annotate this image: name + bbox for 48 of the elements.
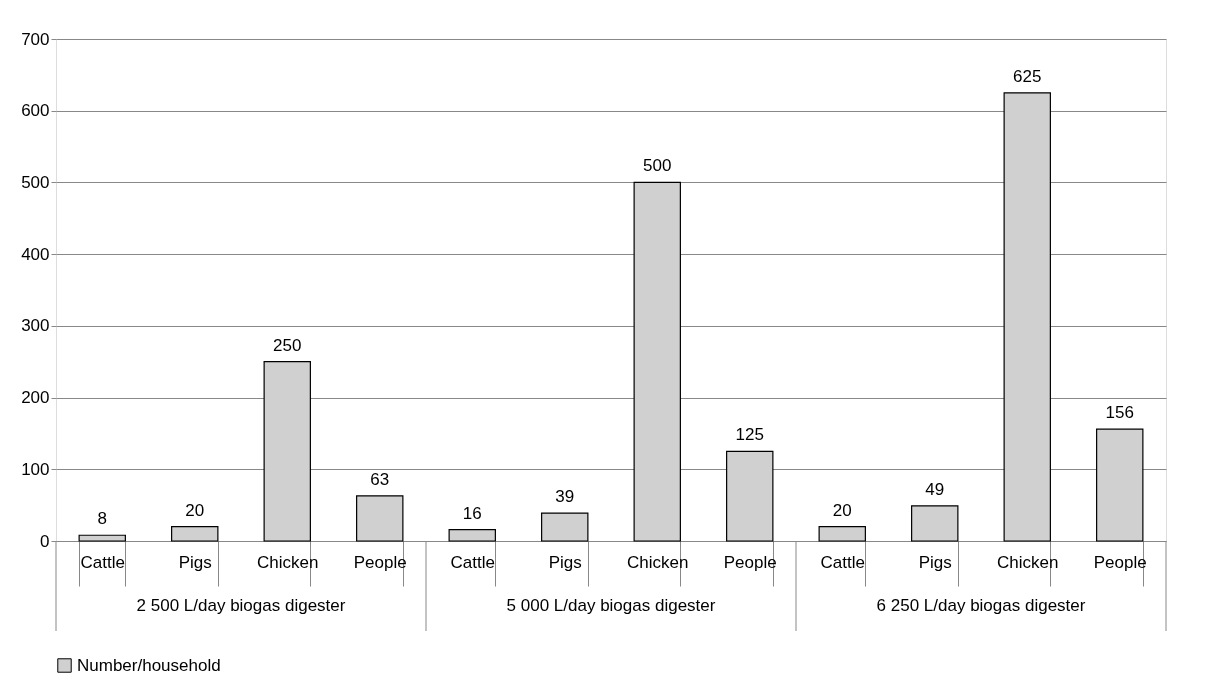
x-tick-label: Chicken — [257, 552, 319, 572]
data-label: 49 — [925, 479, 945, 499]
data-label: 20 — [832, 500, 852, 520]
bar — [1096, 428, 1144, 542]
x-tick-label: People — [723, 552, 777, 572]
data-label: 125 — [735, 425, 764, 445]
y-tick-label: 200 — [21, 388, 50, 408]
y-tick-label: 0 — [40, 531, 50, 551]
x-tick-label: People — [353, 552, 407, 572]
bar — [263, 361, 311, 542]
x-tick-label: Pigs — [548, 552, 582, 572]
x-tick-label: Cattle — [820, 552, 865, 572]
data-label: 250 — [273, 335, 302, 355]
data-label: 16 — [462, 503, 482, 523]
data-label: 625 — [1013, 66, 1042, 86]
bar — [1003, 92, 1051, 542]
x-tick-label: Chicken — [627, 552, 689, 572]
y-tick-label: 400 — [21, 244, 50, 264]
text: 6 250 L/day biogas digester — [876, 596, 1086, 615]
x-tick-label: Cattle — [80, 552, 125, 572]
data-label: 39 — [555, 487, 575, 507]
x-tick-label: Cattle — [450, 552, 495, 572]
bar — [78, 534, 126, 542]
data-label: 20 — [185, 500, 205, 520]
x-tick-label: People — [1093, 552, 1147, 572]
bar — [448, 528, 496, 542]
x-tick-label: Chicken — [997, 552, 1059, 572]
data-label: 63 — [370, 469, 390, 489]
legend-label: Number/household — [77, 655, 221, 675]
bar — [633, 181, 681, 542]
y-tick-label: 300 — [21, 316, 50, 336]
y-tick-label: 100 — [21, 459, 50, 479]
data-label: 156 — [1105, 403, 1134, 423]
bar — [818, 526, 866, 542]
y-tick-label: 500 — [21, 172, 50, 192]
bar — [171, 526, 219, 542]
text: 5 000 L/day biogas digester — [506, 596, 716, 615]
text: 2 500 L/day biogas digester — [136, 596, 346, 615]
data-label: 500 — [643, 156, 672, 176]
bar — [541, 512, 589, 542]
bar — [911, 505, 959, 542]
x-tick-label: Pigs — [918, 552, 952, 572]
y-tick-label: 700 — [21, 29, 50, 49]
x-tick-label: Pigs — [178, 552, 212, 572]
bar — [356, 495, 404, 542]
data-label: 8 — [97, 509, 107, 529]
y-tick-label: 600 — [21, 101, 50, 121]
bar — [726, 450, 774, 542]
